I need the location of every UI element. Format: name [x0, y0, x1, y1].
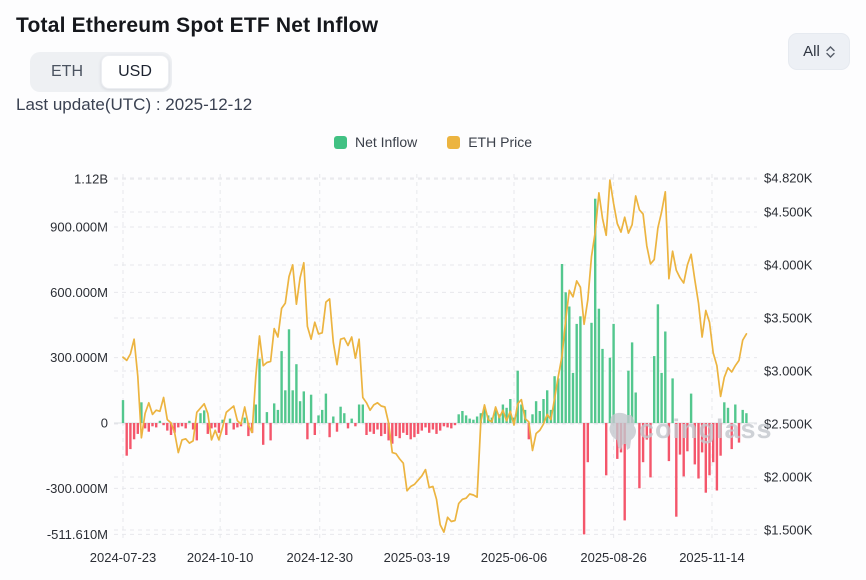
legend-label: ETH Price	[468, 134, 533, 150]
last-update-text: Last update(UTC) : 2025-12-12	[16, 95, 253, 114]
legend-item-eth-price[interactable]: ETH Price	[447, 134, 532, 150]
chart-svg[interactable]: 1.12B 900.000M 600.000M 300.000M 0 -300.000M -…	[0, 160, 866, 580]
axis-tick-label: $3.000K	[764, 363, 813, 378]
axis-tick-label: 300.000M	[50, 350, 108, 365]
axis-tick-label: 2025-06-06	[481, 550, 548, 565]
axis-tick-label: 2025-11-14	[679, 550, 745, 565]
legend-label: Net Inflow	[354, 134, 418, 150]
axis-tick-label: -511.610M	[47, 527, 108, 542]
axis-tick-label: 2025-03-19	[384, 550, 451, 565]
page-title: Total Ethereum Spot ETF Net Inflow	[16, 14, 379, 37]
right-axis-labels: $4.820K $4.500K $4.000K $3.500K $3.000K $2.50…	[764, 171, 813, 538]
axis-tick-label: 2024-12-30	[286, 550, 353, 565]
net-inflow-swatch	[333, 135, 347, 149]
chart-area[interactable]: 1.12B 900.000M 600.000M 300.000M 0 -300.000M -…	[0, 160, 866, 580]
select-chevrons-icon	[826, 45, 835, 58]
svg-text:coinglass: coinglass	[639, 414, 773, 444]
range-select-value: All	[803, 43, 820, 60]
net-inflow-bars	[121, 198, 748, 535]
axis-tick-label: 2024-10-10	[187, 550, 254, 565]
grid-lines	[114, 174, 757, 538]
axis-tick-label: 2024-07-23	[90, 550, 157, 565]
range-select-dropdown[interactable]: All	[788, 33, 850, 70]
axis-tick-label: $4.820K	[764, 171, 813, 186]
currency-toggle: ETH USD	[30, 52, 172, 92]
axis-tick-label: 1.12B	[74, 172, 108, 187]
toggle-option-eth[interactable]: ETH	[51, 63, 83, 80]
axis-tick-label: $3.500K	[764, 310, 813, 325]
axis-tick-label: $4.500K	[764, 204, 813, 219]
axis-tick-label: $2.000K	[764, 469, 813, 484]
axis-tick-label: $1.500K	[764, 523, 813, 538]
x-axis-labels: 2024-07-23 2024-10-10 2024-12-30 2025-03-19…	[90, 550, 745, 565]
chart-legend: Net Inflow ETH Price	[0, 134, 866, 150]
axis-tick-label: 900.000M	[50, 219, 108, 234]
axis-tick-label: 0	[101, 416, 108, 431]
left-axis-labels: 1.12B 900.000M 600.000M 300.000M 0 -300.000M -…	[46, 172, 108, 542]
eth-price-line	[122, 179, 748, 533]
eth-price-swatch	[447, 135, 461, 149]
axis-tick-label: 2025-08-26	[580, 550, 647, 565]
axis-tick-label: 600.000M	[50, 285, 108, 300]
toggle-option-usd[interactable]: USD	[101, 55, 169, 89]
legend-item-net-inflow[interactable]: Net Inflow	[333, 134, 418, 150]
coinglass-watermark: coinglass	[609, 412, 773, 450]
axis-tick-label: $2.500K	[764, 416, 813, 431]
axis-tick-label: -300.000M	[46, 481, 108, 496]
axis-tick-label: $4.000K	[764, 257, 813, 272]
